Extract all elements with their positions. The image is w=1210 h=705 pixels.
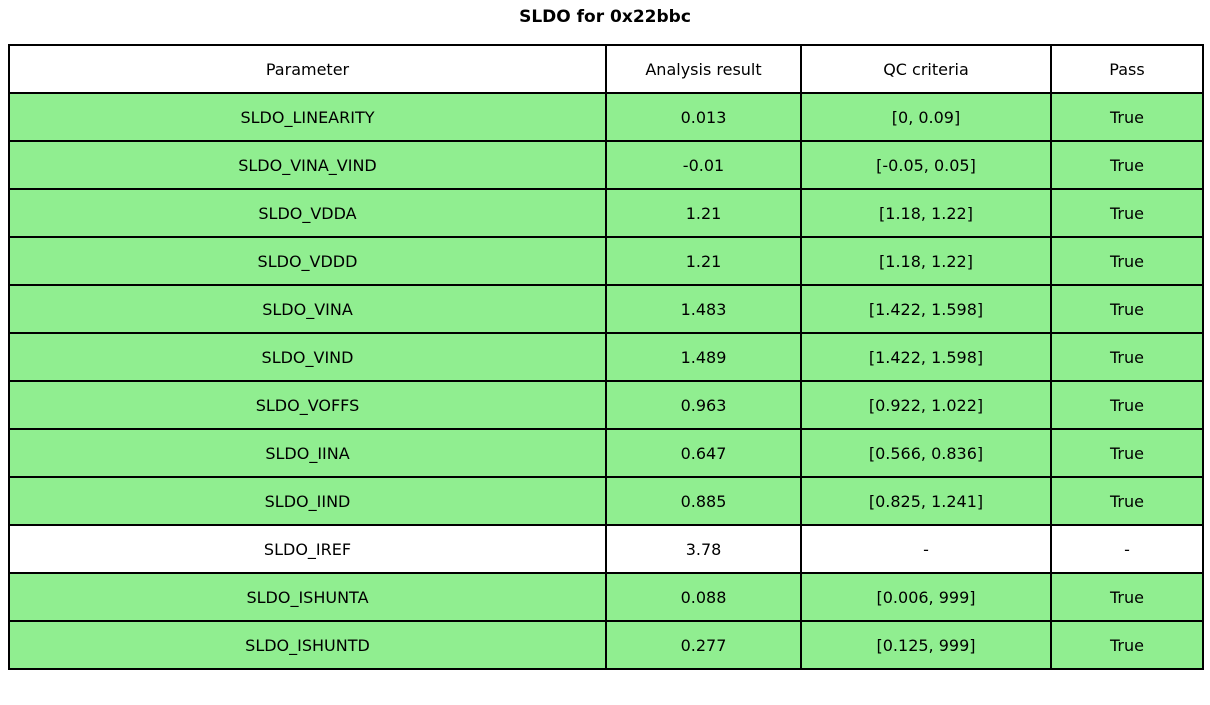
result-cell: -0.01 — [605, 140, 802, 190]
result-cell: 0.647 — [605, 428, 802, 478]
pass-cell: True — [1050, 476, 1204, 526]
parameter-cell: SLDO_VINA — [8, 284, 607, 334]
table-row: SLDO_IIND 0.885 [0.825, 1.241] True — [8, 476, 1204, 526]
parameter-cell: SLDO_LINEARITY — [8, 92, 607, 142]
pass-cell: True — [1050, 380, 1204, 430]
table-row: SLDO_ISHUNTA 0.088 [0.006, 999] True — [8, 572, 1204, 622]
criteria-cell: [-0.05, 0.05] — [800, 140, 1052, 190]
pass-cell: True — [1050, 188, 1204, 238]
pass-cell: True — [1050, 428, 1204, 478]
pass-cell: True — [1050, 284, 1204, 334]
criteria-cell: [0.006, 999] — [800, 572, 1052, 622]
criteria-cell: [0.922, 1.022] — [800, 380, 1052, 430]
table-row: SLDO_IREF 3.78 - - — [8, 524, 1204, 574]
table-row: SLDO_VINA 1.483 [1.422, 1.598] True — [8, 284, 1204, 334]
criteria-cell: - — [800, 524, 1052, 574]
criteria-cell: [1.18, 1.22] — [800, 236, 1052, 286]
criteria-cell: [1.422, 1.598] — [800, 332, 1052, 382]
result-cell: 3.78 — [605, 524, 802, 574]
parameter-cell: SLDO_VDDD — [8, 236, 607, 286]
criteria-cell: [1.422, 1.598] — [800, 284, 1052, 334]
parameter-cell: SLDO_VIND — [8, 332, 607, 382]
parameter-cell: SLDO_IINA — [8, 428, 607, 478]
parameter-cell: SLDO_ISHUNTA — [8, 572, 607, 622]
table-row: SLDO_VDDD 1.21 [1.18, 1.22] True — [8, 236, 1204, 286]
pass-cell: True — [1050, 140, 1204, 190]
result-cell: 1.21 — [605, 188, 802, 238]
parameter-cell: SLDO_VDDA — [8, 188, 607, 238]
pass-cell: True — [1050, 572, 1204, 622]
result-cell: 1.489 — [605, 332, 802, 382]
qc-results-table: Parameter Analysis result QC criteria Pa… — [8, 44, 1204, 670]
table-row: SLDO_VINA_VIND -0.01 [-0.05, 0.05] True — [8, 140, 1204, 190]
column-header-qc-criteria: QC criteria — [800, 44, 1052, 94]
pass-cell: True — [1050, 620, 1204, 670]
result-cell: 1.483 — [605, 284, 802, 334]
parameter-cell: SLDO_VINA_VIND — [8, 140, 607, 190]
column-header-pass: Pass — [1050, 44, 1204, 94]
criteria-cell: [1.18, 1.22] — [800, 188, 1052, 238]
column-header-analysis-result: Analysis result — [605, 44, 802, 94]
table-header-row: Parameter Analysis result QC criteria Pa… — [8, 44, 1204, 94]
table-row: SLDO_IINA 0.647 [0.566, 0.836] True — [8, 428, 1204, 478]
pass-cell: - — [1050, 524, 1204, 574]
table-row: SLDO_ISHUNTD 0.277 [0.125, 999] True — [8, 620, 1204, 670]
table-row: SLDO_VOFFS 0.963 [0.922, 1.022] True — [8, 380, 1204, 430]
result-cell: 0.088 — [605, 572, 802, 622]
parameter-cell: SLDO_IREF — [8, 524, 607, 574]
column-header-parameter: Parameter — [8, 44, 607, 94]
table-row: SLDO_LINEARITY 0.013 [0, 0.09] True — [8, 92, 1204, 142]
result-cell: 0.277 — [605, 620, 802, 670]
result-cell: 1.21 — [605, 236, 802, 286]
parameter-cell: SLDO_VOFFS — [8, 380, 607, 430]
criteria-cell: [0.566, 0.836] — [800, 428, 1052, 478]
result-cell: 0.963 — [605, 380, 802, 430]
parameter-cell: SLDO_ISHUNTD — [8, 620, 607, 670]
table-row: SLDO_VDDA 1.21 [1.18, 1.22] True — [8, 188, 1204, 238]
pass-cell: True — [1050, 92, 1204, 142]
pass-cell: True — [1050, 236, 1204, 286]
parameter-cell: SLDO_IIND — [8, 476, 607, 526]
page-title: SLDO for 0x22bbc — [519, 7, 691, 27]
table-row: SLDO_VIND 1.489 [1.422, 1.598] True — [8, 332, 1204, 382]
result-cell: 0.885 — [605, 476, 802, 526]
result-cell: 0.013 — [605, 92, 802, 142]
pass-cell: True — [1050, 332, 1204, 382]
criteria-cell: [0.825, 1.241] — [800, 476, 1052, 526]
criteria-cell: [0.125, 999] — [800, 620, 1052, 670]
criteria-cell: [0, 0.09] — [800, 92, 1052, 142]
